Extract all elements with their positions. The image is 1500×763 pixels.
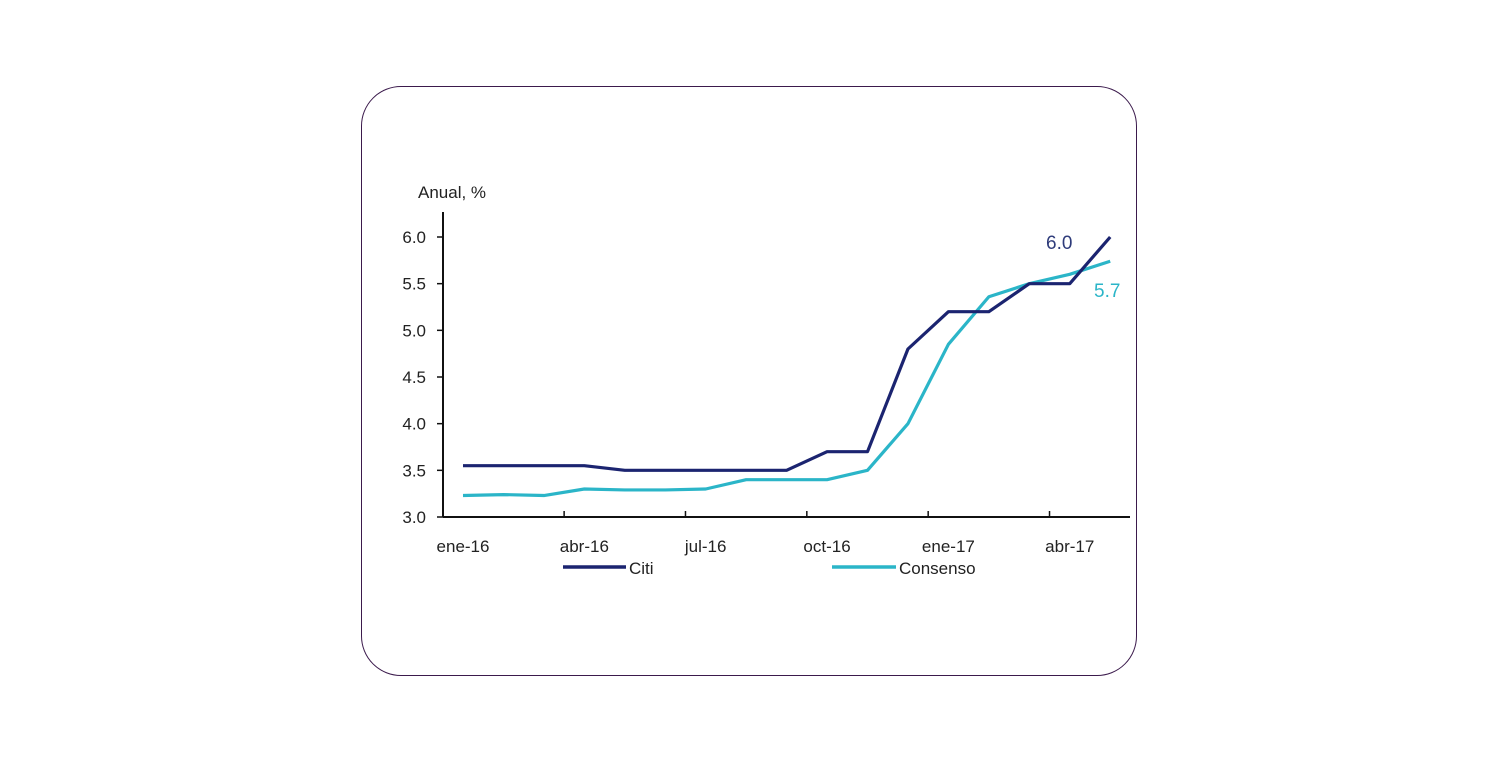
y-tick-label: 3.0 [402, 508, 426, 527]
y-tick-label: 5.0 [402, 321, 426, 340]
y-tick-label: 5.5 [402, 275, 426, 294]
legend-label-consenso: Consenso [899, 559, 976, 578]
series-line-citi [463, 235, 1112, 472]
x-tick-label: abr-17 [1045, 537, 1094, 556]
x-tick-label: ene-17 [922, 537, 975, 556]
legend-label-citi: Citi [629, 559, 654, 578]
x-tick-label: jul-16 [684, 537, 727, 556]
y-axis-title: Anual, % [418, 183, 486, 202]
legend: Citi Consenso [563, 559, 976, 578]
x-tick-label: oct-16 [803, 537, 850, 556]
x-tick-label: abr-16 [560, 537, 609, 556]
y-tick-label: 4.5 [402, 368, 426, 387]
chart-card [361, 86, 1137, 676]
y-tick-label: 6.0 [402, 228, 426, 247]
annotation-consenso: 5.7 [1094, 281, 1120, 302]
x-tick-label: ene-16 [437, 537, 490, 556]
y-tick-label: 4.0 [402, 415, 426, 434]
annotation-citi: 6.0 [1046, 233, 1072, 254]
y-tick-label: 3.5 [402, 461, 426, 480]
